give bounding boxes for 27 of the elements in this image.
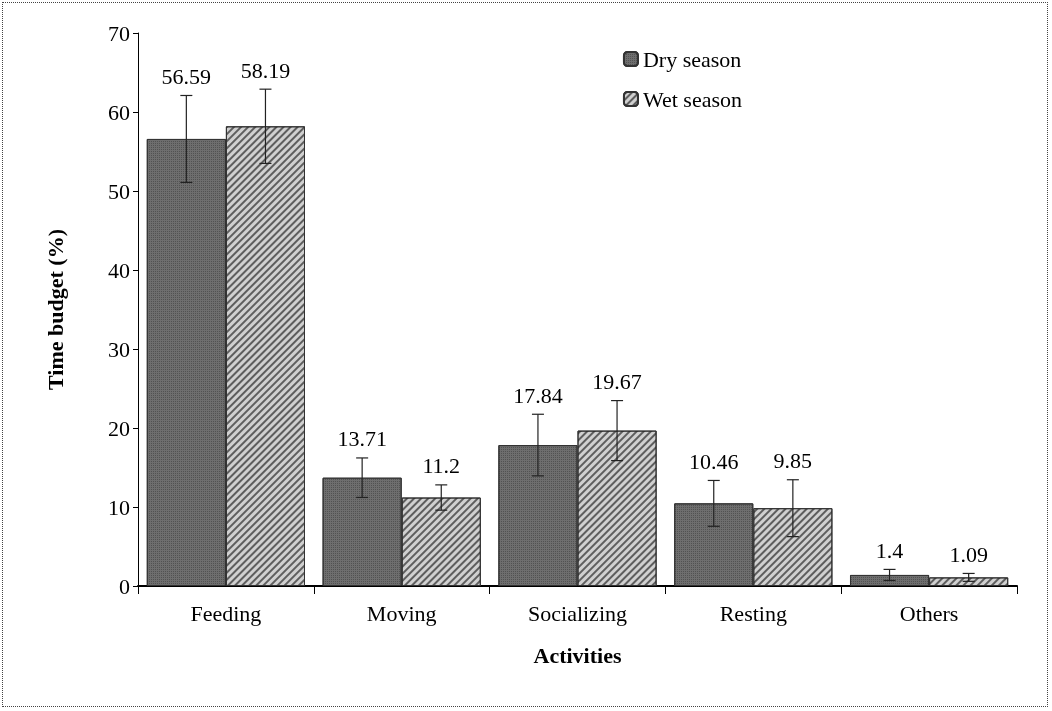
data-label: 17.84 xyxy=(513,382,563,408)
x-tick-label: Socializing xyxy=(528,600,627,626)
y-tick-label: 10 xyxy=(108,494,130,520)
data-label: 1.09 xyxy=(949,541,988,567)
x-axis-title: Activities xyxy=(533,642,622,668)
y-tick-label: 20 xyxy=(108,415,130,441)
y-tick-label: 50 xyxy=(108,178,130,204)
data-label: 1.4 xyxy=(875,537,904,563)
y-axis-title: Time budget (%) xyxy=(42,229,68,390)
legend-label: Wet season xyxy=(642,86,743,112)
x-tick-label: Moving xyxy=(366,600,437,626)
y-tick-label: 30 xyxy=(108,336,130,362)
data-label: 56.59 xyxy=(161,63,212,89)
legend-label: Dry season xyxy=(642,46,742,72)
data-label: 13.71 xyxy=(337,426,387,452)
x-tick-label: Resting xyxy=(719,600,787,626)
data-label: 19.67 xyxy=(592,369,642,395)
y-tick-label: 70 xyxy=(108,20,130,46)
y-tick-label: 0 xyxy=(119,573,130,599)
y-tick-label: 40 xyxy=(108,257,130,283)
data-label: 9.85 xyxy=(773,448,813,474)
data-label: 11.2 xyxy=(422,453,461,479)
x-tick-label: Feeding xyxy=(190,600,262,626)
data-label: 10.46 xyxy=(688,448,739,474)
data-label: 58.19 xyxy=(240,57,291,83)
x-tick-label: Others xyxy=(899,600,959,626)
y-tick-label: 60 xyxy=(108,99,130,125)
